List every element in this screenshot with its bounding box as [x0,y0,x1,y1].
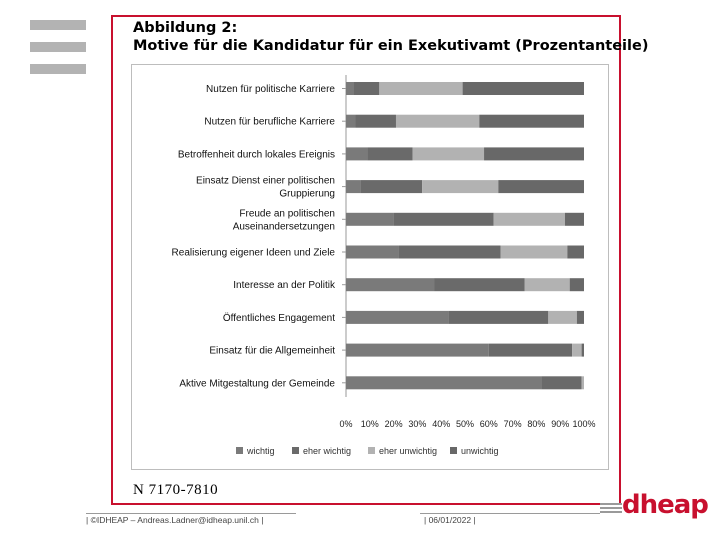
bar-segment-wichtig [346,147,368,161]
bar-segment-unwichtig [581,343,584,357]
bar-segment-eher-wichtig [353,82,380,95]
bar-segment-eher-wichtig [448,310,549,324]
bar-segment-unwichtig [569,278,584,292]
bar-segment-wichtig [346,180,361,194]
category-label: Einsatz Dienst einer politischen [196,176,335,187]
bar-segment-eher-unwichtig [493,212,565,226]
footer-divider-left [86,513,296,514]
footer-divider-right [420,513,600,514]
bar-segment-eher-wichtig [541,376,582,390]
stacked-bar-chart: Nutzen für politische Karriere Nutzen für… [172,75,596,456]
bar-segment-eher-wichtig [488,343,573,357]
x-tick-label: 100% [572,419,595,429]
bar-segment-wichtig [346,82,354,95]
category-label: Aktive Mitgestaltung der Gemeinde [179,378,335,389]
bar-segment-unwichtig [479,114,584,128]
x-tick-label: 50% [456,419,474,429]
sample-size-note: N 7170-7810 [133,482,219,498]
bar-segment-unwichtig [576,310,584,324]
bar-segment-wichtig [346,278,435,292]
bar-segment-wichtig [346,376,542,390]
logo-lines-icon [600,503,622,515]
category-label: Realisierung eigener Ideen und Ziele [172,248,336,259]
decorative-bar-3 [30,64,86,74]
category-label: Betroffenheit durch lokales Ereignis [178,149,335,160]
category-label: Nutzen für politische Karriere [206,84,335,95]
bar-segment-unwichtig [484,147,584,161]
x-tick-label: 30% [408,419,426,429]
legend-swatch [450,447,457,454]
legend-label: wichtig [246,446,275,456]
bar-segment-eher-wichtig [367,147,413,161]
category-label: Freude an politischen [239,208,335,219]
category-label: Interesse an der Politik [233,280,336,291]
bar-segment-eher-wichtig [434,278,525,292]
bar-segment-wichtig [346,245,399,259]
x-tick-label: 10% [361,419,379,429]
figure-number: Abbildung 2: [133,20,238,36]
legend-swatch [368,447,375,454]
x-tick-label: 40% [432,419,450,429]
x-tick-label: 80% [527,419,545,429]
x-tick-label: 90% [551,419,569,429]
bar-segment-eher-unwichtig [379,82,463,95]
footer-author: | ©IDHEAP – Andreas.Ladner@idheap.unil.c… [86,515,264,525]
bar-segment-eher-wichtig [355,114,396,128]
decorative-bar-2 [30,42,86,52]
bar-segment-eher-unwichtig [572,343,582,357]
category-label: Nutzen für berufliche Karriere [204,117,335,128]
bar-segment-eher-unwichtig [581,376,584,390]
x-tick-label: 60% [480,419,498,429]
x-tick-label: 20% [385,419,403,429]
bar-segment-eher-wichtig [398,245,501,259]
x-tick-label: 0% [339,419,352,429]
bar-segment-wichtig [346,310,449,324]
idheap-logo: dheap [600,490,709,524]
legend-swatch [236,447,243,454]
bar-segment-eher-unwichtig [500,245,568,259]
category-label: Einsatz für die Allgemeinheit [209,346,335,357]
legend-swatch [292,447,299,454]
slide-frame [111,15,621,505]
legend-label: eher unwichtig [379,446,437,456]
bar-segment-eher-unwichtig [548,310,577,324]
legend-label: unwichtig [461,446,499,456]
category-label: Öffentliches Engagement [223,312,335,324]
category-label: Auseinandersetzungen [233,221,335,232]
logo-wordmark: dheap [622,490,709,520]
bar-segment-wichtig [346,343,489,357]
chart-container: Nutzen für politische Karriere Nutzen für… [131,64,609,470]
x-tick-label: 70% [504,419,522,429]
bar-segment-unwichtig [567,245,584,259]
figure-caption: Motive für die Kandidatur für ein Exekut… [133,38,649,54]
figure-title: Abbildung 2: Motive für die Kandidatur f… [133,19,648,55]
bar-segment-eher-unwichtig [524,278,570,292]
decorative-bar-1 [30,20,86,30]
bar-segment-wichtig [346,212,394,226]
bar-segment-wichtig [346,114,356,128]
bar-segment-unwichtig [564,212,584,226]
bar-segment-eher-unwichtig [412,147,485,161]
bar-segment-unwichtig [462,82,584,95]
bar-segment-eher-wichtig [393,212,494,226]
category-label: Gruppierung [279,189,335,200]
legend-label: eher wichtig [303,446,351,456]
bar-segment-unwichtig [498,180,584,194]
bar-segment-eher-unwichtig [395,114,480,128]
footer-date: | 06/01/2022 | [424,515,476,525]
bar-segment-eher-wichtig [360,180,423,194]
bar-segment-eher-unwichtig [422,180,499,194]
